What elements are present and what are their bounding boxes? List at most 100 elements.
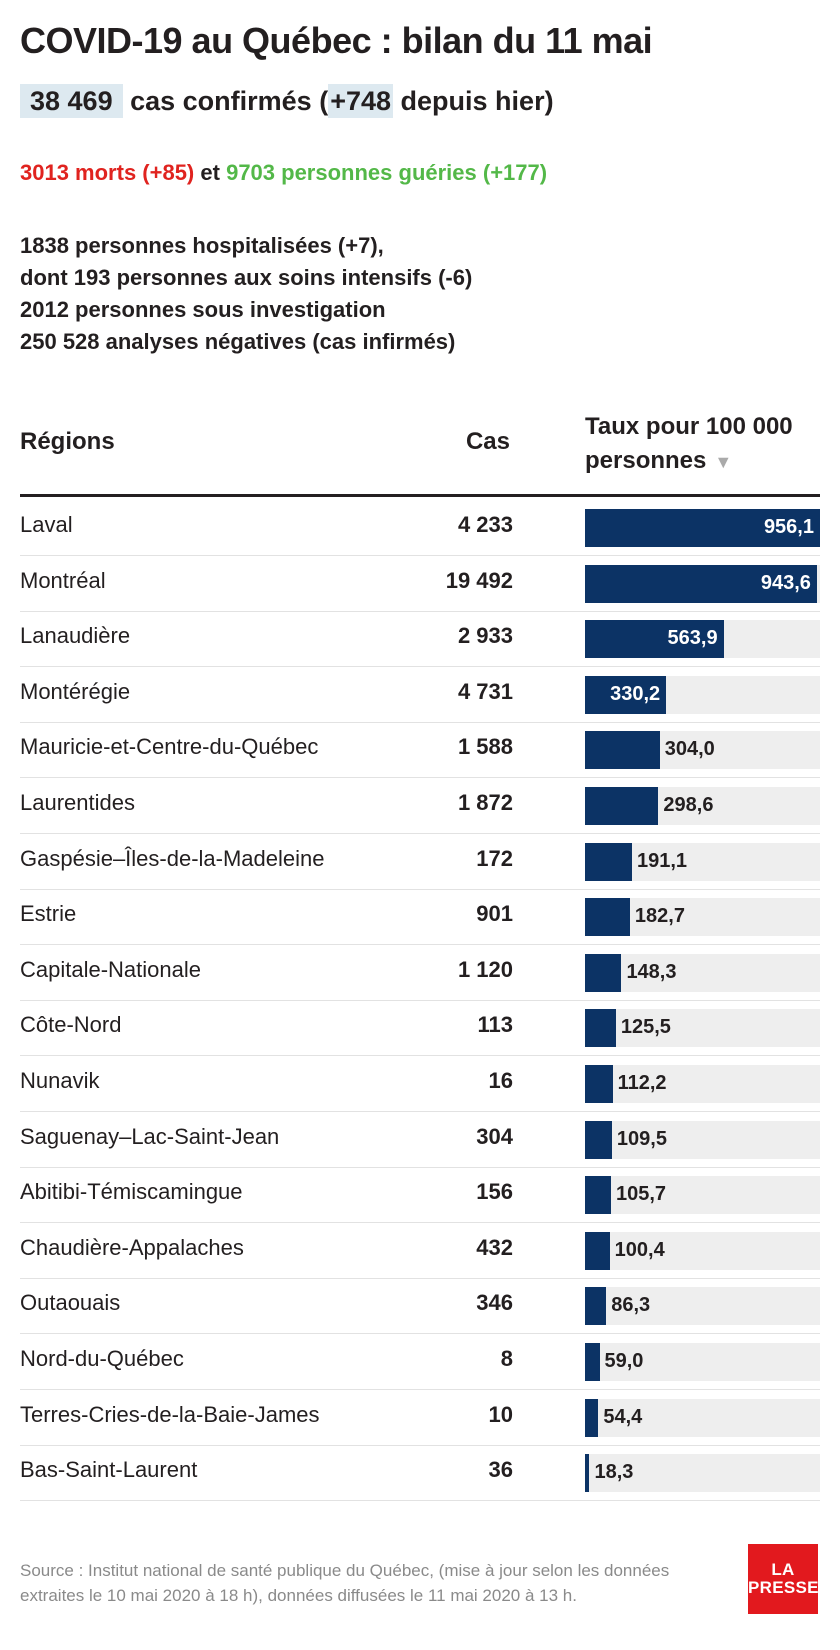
table-row: Nord-du-Québec 8 59,0 (20, 1334, 820, 1390)
rate-bar (585, 953, 622, 992)
stats-block: 1838 personnes hospitalisées (+7), dont … (20, 230, 472, 358)
rate-bar (585, 1231, 610, 1270)
case-count: 1 872 (457, 790, 513, 815)
bar-track: 182,7 (585, 898, 820, 937)
column-header-regions[interactable]: Régions (20, 428, 115, 455)
bar-track: 148,3 (585, 953, 820, 992)
rate-value-label: 112,2 (617, 1072, 667, 1094)
rate-value-label: 191,1 (636, 849, 688, 872)
bar-track: 112,2 (585, 1065, 820, 1103)
rate-header-line1: Taux pour 100 000 (585, 413, 793, 440)
case-count: 901 (476, 901, 513, 927)
region-name: Terres-Cries-de-la-Baie-James (20, 1401, 320, 1427)
table-row: Outaouais 346 86,3 (20, 1278, 820, 1335)
bar-track: 304,0 (585, 731, 820, 770)
region-name: Bas-Saint-Laurent (20, 1457, 198, 1483)
case-count: 4 731 (457, 678, 513, 704)
cases-new: +748 (328, 84, 394, 118)
table-row: Mauricie-et-Centre-du-Québec 1 588 304,0 (20, 722, 820, 779)
table-row: Abitibi-Témiscamingue 156 105,7 (20, 1167, 820, 1224)
region-name: Montérégie (20, 678, 131, 704)
column-header-cases[interactable]: Cas (465, 428, 510, 455)
cases-total: 38 469 (20, 84, 123, 118)
region-name: Mauricie-et-Centre-du-Québec (20, 734, 319, 760)
region-name: Nord-du-Québec (20, 1346, 184, 1371)
case-count: 10 (488, 1401, 513, 1427)
rate-bar (585, 1343, 600, 1381)
bar-track: 59,0 (585, 1343, 820, 1381)
rate-bar (585, 787, 659, 825)
bar-track: 298,6 (585, 787, 820, 825)
sort-down-icon[interactable]: ▼ (714, 452, 733, 472)
header-divider (20, 494, 820, 497)
region-name: Estrie (20, 901, 77, 927)
bar-track: 563,9 (585, 620, 820, 659)
case-count: 432 (476, 1234, 513, 1260)
rate-value-label: 330,2 (610, 682, 661, 705)
table-row: Montérégie 4 731 330,2 (20, 667, 820, 723)
table-row: Estrie 901 182,7 (20, 889, 820, 946)
rate-value-label: 18,3 (594, 1461, 634, 1484)
rate-bar (585, 898, 630, 937)
case-count: 2 933 (457, 623, 513, 649)
rate-value-label: 109,5 (616, 1127, 667, 1150)
case-count: 8 (500, 1346, 513, 1371)
table-row: Laurentides 1 872 298,6 (20, 778, 820, 834)
bar-track: 100,4 (585, 1231, 820, 1270)
region-name: Nunavik (20, 1068, 100, 1093)
case-count: 172 (476, 845, 513, 871)
rate-bar (585, 1009, 616, 1048)
region-name: Laval (20, 512, 73, 537)
region-name: Chaudière-Appalaches (20, 1234, 244, 1260)
source-line-2: extraites le 10 mai 2020 à 18 h), donnée… (20, 1586, 577, 1605)
bar-track: 86,3 (585, 1287, 820, 1326)
region-name: Montréal (20, 567, 106, 593)
table-row: Chaudière-Appalaches 432 100,4 (20, 1223, 820, 1279)
region-name: Côte-Nord (20, 1012, 122, 1038)
case-count: 113 (477, 1012, 514, 1038)
rate-value-label: 105,7 (615, 1183, 667, 1206)
rate-value-label: 943,6 (760, 571, 811, 594)
deaths-recovered-summary: 3013 morts (+85) et 9703 personnes guéri… (20, 160, 547, 186)
rate-bar (585, 1176, 611, 1215)
deaths-count: 3013 morts (+85) (20, 160, 195, 185)
rate-bar (585, 1120, 612, 1159)
bar-track: 105,7 (585, 1176, 820, 1215)
rate-bar (585, 1454, 590, 1493)
column-header-rate[interactable]: Taux pour 100 000 personnes ▼ (585, 410, 793, 479)
case-count: 304 (476, 1123, 513, 1149)
rate-value-label: 304,0 (664, 738, 715, 761)
bar-track: 330,2 (585, 675, 820, 714)
stat-negative-tests: 250 528 analyses négatives (cas infirmés… (20, 329, 456, 354)
rate-value-label: 54,4 (603, 1405, 643, 1428)
rate-bar (585, 1398, 599, 1437)
page-title: COVID-19 au Québec : bilan du 11 mai (20, 20, 653, 61)
cases-summary: 38 469 cas confirmés (+748 depuis hier) (20, 84, 554, 118)
recovered-count: 9703 personnes guéries (+177) (226, 160, 548, 185)
rate-header-line2: personnes (585, 447, 707, 474)
bar-track: 109,5 (585, 1120, 820, 1159)
region-name: Lanaudière (20, 623, 131, 649)
rate-bar (585, 731, 660, 770)
table-row: Gaspésie–Îles-de-la-Madeleine 172 191,1 (20, 834, 820, 890)
case-count: 156 (476, 1179, 513, 1205)
table-row: Montréal 19 492 943,6 (20, 556, 820, 612)
rate-bar (585, 675, 667, 714)
rate-bar (585, 564, 817, 603)
rate-value-label: 298,6 (663, 794, 714, 816)
logo-line-1: LA (771, 1560, 795, 1579)
stat-intensive-care: dont 193 personnes aux soins intensifs (… (20, 265, 473, 290)
region-name: Capitale-Nationale (20, 956, 201, 982)
table-row: Laval 4 233 956,1 (20, 500, 820, 556)
case-count: 4 233 (457, 512, 513, 537)
rate-value-label: 182,7 (634, 905, 685, 928)
case-count: 36 (488, 1457, 513, 1483)
region-name: Gaspésie–Îles-de-la-Madeleine (20, 845, 325, 871)
rate-value-label: 100,4 (614, 1238, 665, 1261)
stat-investigation: 2012 personnes sous investigation (20, 297, 386, 322)
region-name: Saguenay–Lac-Saint-Jean (20, 1123, 280, 1149)
case-count: 1 588 (457, 734, 513, 760)
rate-bar (585, 509, 820, 547)
table-row: Saguenay–Lac-Saint-Jean 304 109,5 (20, 1112, 820, 1168)
connector-text: et (200, 160, 220, 185)
